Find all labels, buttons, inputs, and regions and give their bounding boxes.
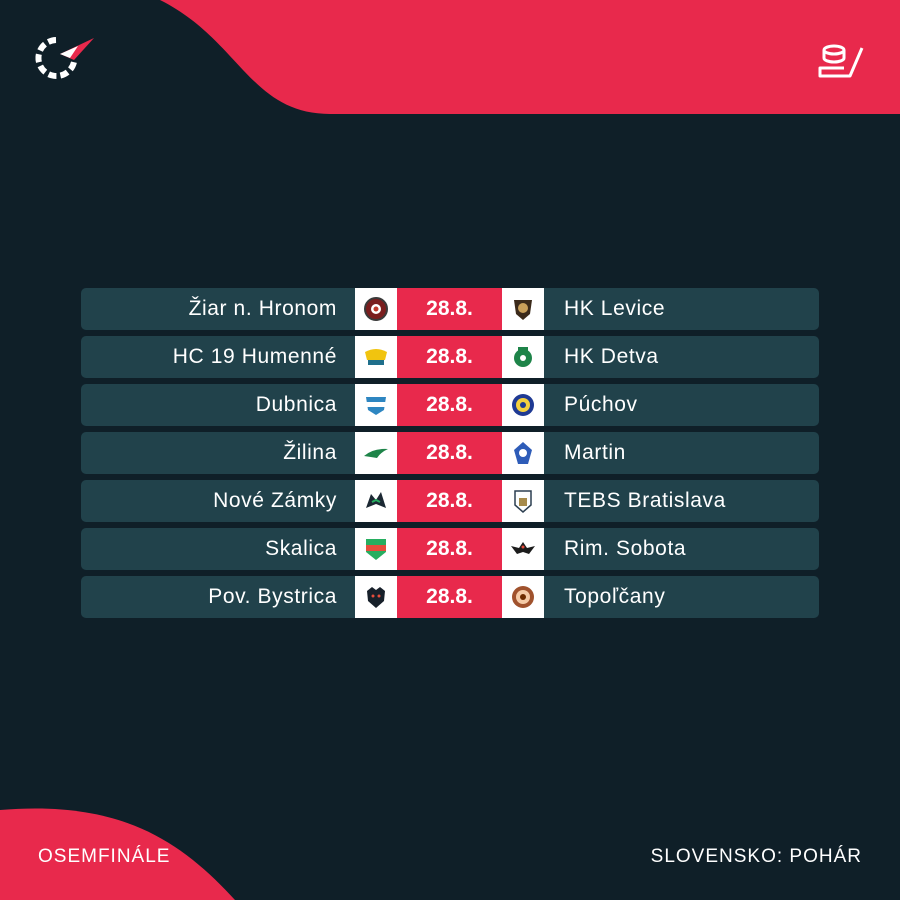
- topolcany-crest-icon: [512, 586, 534, 608]
- match-row[interactable]: Dubnica 28.8. Púchov: [81, 384, 819, 426]
- home-team: Nové Zámky: [213, 489, 337, 512]
- match-list: Žiar n. Hronom 28.8. HK Levice HC 19 Hum…: [81, 288, 819, 624]
- match-row[interactable]: Nové Zámky 28.8. TEBS Bratislava: [81, 480, 819, 522]
- match-row[interactable]: Žilina 28.8. Martin: [81, 432, 819, 474]
- match-date: 28.8.: [397, 288, 502, 330]
- away-team-logo: [502, 432, 544, 474]
- match-date: 28.8.: [397, 432, 502, 474]
- away-team: Púchov: [564, 393, 638, 416]
- home-team: Pov. Bystrica: [208, 585, 337, 608]
- home-team: Dubnica: [255, 393, 337, 416]
- home-team-logo: [355, 576, 397, 618]
- home-team-logo: [355, 480, 397, 522]
- away-team-logo: [502, 528, 544, 570]
- away-team: HK Detva: [564, 345, 659, 368]
- puchov-crest-icon: [512, 394, 534, 416]
- home-team-logo: [355, 384, 397, 426]
- pov-bystrica-crest-icon: [367, 587, 385, 608]
- skalica-crest-icon: [366, 539, 386, 560]
- away-team-logo: [502, 336, 544, 378]
- match-date: 28.8.: [397, 480, 502, 522]
- rim-sobota-crest-icon: [511, 542, 535, 554]
- flashscore-logo-icon: [35, 37, 94, 79]
- away-team: HK Levice: [564, 297, 666, 320]
- zilina-crest-icon: [364, 448, 388, 458]
- competition-label: SLOVENSKO: POHÁR: [650, 846, 862, 867]
- away-team: TEBS Bratislava: [564, 489, 726, 512]
- ziar-crest-icon: [364, 297, 388, 321]
- away-team-logo: [502, 576, 544, 618]
- levice-crest-icon: [514, 300, 532, 320]
- match-date: 28.8.: [397, 576, 502, 618]
- match-date: 28.8.: [397, 384, 502, 426]
- humenne-crest-icon: [365, 349, 387, 365]
- away-team-logo: [502, 480, 544, 522]
- away-team: Topoľčany: [564, 585, 666, 608]
- home-team: Žiar n. Hronom: [188, 297, 337, 320]
- match-row[interactable]: HC 19 Humenné 28.8. HK Detva: [81, 336, 819, 378]
- stage-label: OSEMFINÁLE: [38, 846, 171, 867]
- home-team: Žilina: [283, 441, 337, 464]
- ice-hockey-icon: [818, 44, 864, 78]
- match-date: 28.8.: [397, 528, 502, 570]
- away-team: Martin: [564, 441, 626, 464]
- home-team: HC 19 Humenné: [172, 345, 337, 368]
- martin-crest-icon: [514, 442, 532, 464]
- nove-zamky-crest-icon: [366, 492, 386, 508]
- top-accent-shape: [160, 0, 900, 114]
- away-team-logo: [502, 384, 544, 426]
- bottom-accent-shape: [0, 808, 235, 900]
- match-row[interactable]: Skalica 28.8. Rim. Sobota: [81, 528, 819, 570]
- tebs-crest-icon: [514, 490, 532, 513]
- away-team: Rim. Sobota: [564, 537, 687, 560]
- dubnica-crest-icon: [365, 397, 387, 415]
- match-date: 28.8.: [397, 336, 502, 378]
- home-team: Skalica: [265, 537, 337, 560]
- home-team-logo: [355, 432, 397, 474]
- away-team-logo: [502, 288, 544, 330]
- match-row[interactable]: Pov. Bystrica 28.8. Topoľčany: [81, 576, 819, 618]
- home-team-logo: [355, 288, 397, 330]
- home-team-logo: [355, 528, 397, 570]
- match-row[interactable]: Žiar n. Hronom 28.8. HK Levice: [81, 288, 819, 330]
- home-team-logo: [355, 336, 397, 378]
- detva-crest-icon: [514, 347, 532, 367]
